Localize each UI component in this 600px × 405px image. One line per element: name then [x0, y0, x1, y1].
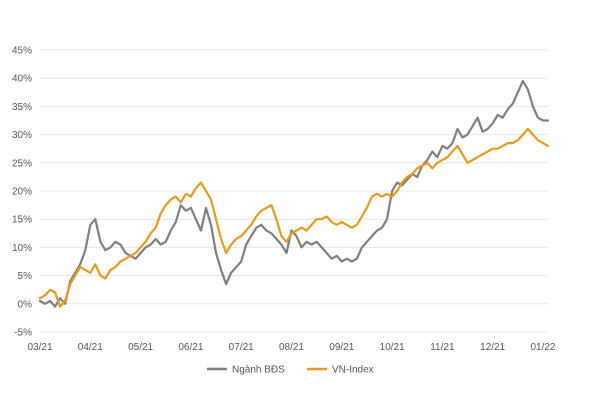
series-group	[40, 129, 548, 307]
y-tick-label: 30%	[12, 130, 32, 141]
x-tick-label: 07/21	[229, 342, 254, 353]
y-tick-label: 20%	[12, 187, 32, 198]
y-tick-label: 45%	[12, 46, 32, 57]
series-line	[40, 81, 548, 307]
x-tick-label: 05/21	[128, 342, 153, 353]
series-group	[40, 81, 548, 307]
series-line	[40, 129, 548, 307]
y-tick-label: 25%	[12, 158, 32, 169]
series-layer	[40, 81, 548, 307]
legend-label: VN-Index	[332, 365, 374, 376]
legend-label: Ngành BĐS	[232, 365, 285, 376]
y-tick-label: 35%	[12, 102, 32, 113]
y-tick-label: 0%	[18, 299, 33, 310]
x-tick-label: 06/21	[178, 342, 203, 353]
y-tick-label: 15%	[12, 215, 32, 226]
grid-layer	[40, 50, 548, 332]
y-tick-label: 40%	[12, 74, 32, 85]
x-tick-label: 03/21	[27, 342, 52, 353]
x-tick-label: 09/21	[329, 342, 354, 353]
y-tick-label: 10%	[12, 243, 32, 254]
x-tick-label: 08/21	[279, 342, 304, 353]
y-tick-label: -5%	[14, 328, 32, 339]
x-tick-label: 12/21	[480, 342, 505, 353]
x-tick-label: 11/21	[430, 342, 455, 353]
legend: Ngành BĐS VN-Index	[207, 365, 374, 376]
y-axis: -5% 0% 5% 10% 15% 20% 25% 30% 35% 40% 45%	[12, 46, 32, 339]
x-tick-label: 10/21	[380, 342, 405, 353]
x-tick-label: 01/22	[530, 342, 555, 353]
x-tick-label: 04/21	[78, 342, 103, 353]
y-tick-label: 5%	[18, 271, 33, 282]
x-axis: 03/21 04/21 05/21 06/21 07/21 08/21 09/21 10/21…	[27, 342, 555, 353]
